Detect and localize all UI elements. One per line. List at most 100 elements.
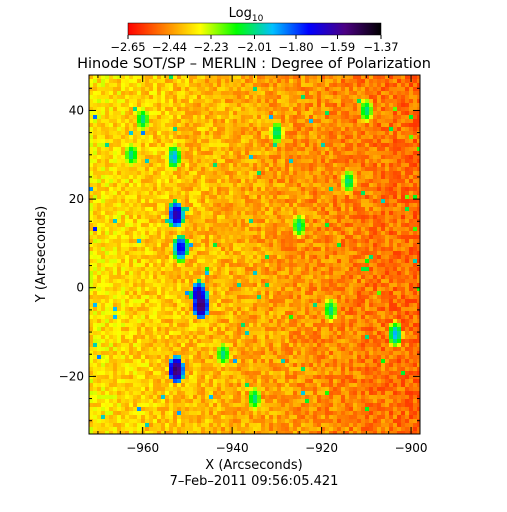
heatmap-cell [345,127,349,131]
heatmap-cell [333,135,337,139]
heatmap-cell [305,163,309,167]
heatmap-cell [229,299,233,303]
heatmap-cell [369,271,373,275]
heatmap-cell [333,311,337,315]
heatmap-cell [377,295,381,299]
heatmap-cell [237,283,241,287]
heatmap-cell [305,267,309,271]
heatmap-cell [305,135,309,139]
heatmap-cell [229,259,233,263]
heatmap-cell [129,139,133,143]
heatmap-cell [317,79,321,83]
heatmap-cell [189,139,193,143]
heatmap-cell [325,199,329,203]
heatmap-cell [197,147,201,151]
heatmap-cell [109,239,113,243]
heatmap-cell [149,271,153,275]
heatmap-cell [257,299,261,303]
heatmap-cell [401,99,405,103]
heatmap-cell [257,231,261,235]
heatmap-cell [197,211,201,215]
heatmap-cell [177,111,181,115]
heatmap-cell [225,103,229,107]
heatmap-cell [109,251,113,255]
heatmap-cell [225,171,229,175]
heatmap-cell [213,159,217,163]
heatmap-cell [193,183,197,187]
heatmap-cell [241,207,245,211]
heatmap-cell [401,127,405,131]
heatmap-cell [277,267,281,271]
heatmap-cell [205,295,209,299]
heatmap-cell [353,163,357,167]
heatmap-cell [393,231,397,235]
heatmap-cell [301,107,305,111]
heatmap-cell [157,195,161,199]
heatmap-cell [337,131,341,135]
heatmap-cell [177,211,181,215]
heatmap-cell [217,215,221,219]
heatmap-cell [241,227,245,231]
heatmap-cell [389,159,393,163]
heatmap-cell [185,147,189,151]
heatmap-cell [201,239,205,243]
heatmap-cell [245,267,249,271]
heatmap-cell [101,127,105,131]
heatmap-cell [221,195,225,199]
heatmap-cell [397,271,401,275]
heatmap-cell [105,311,109,315]
heatmap-cell [389,167,393,171]
heatmap-cell [221,247,225,251]
heatmap-cell [381,211,385,215]
heatmap-cell [237,143,241,147]
heatmap-cell [105,147,109,151]
heatmap-cell [173,255,177,259]
heatmap-cell [369,267,373,271]
heatmap-cell [185,307,189,311]
heatmap-cell [153,203,157,207]
heatmap-cell [249,259,253,263]
heatmap-cell [245,307,249,311]
heatmap-cell [365,155,369,159]
heatmap-cell [405,103,409,107]
heatmap-cell [225,179,229,183]
heatmap-cell [317,251,321,255]
heatmap-cell [161,291,165,295]
heatmap-cell [185,123,189,127]
heatmap-cell [197,287,201,291]
heatmap-cell [289,207,293,211]
heatmap-cell [201,287,205,291]
heatmap-cell [361,259,365,263]
heatmap-cell [105,139,109,143]
heatmap-cell [377,103,381,107]
heatmap-cell [221,143,225,147]
heatmap-cell [233,279,237,283]
heatmap-cell [413,159,417,163]
heatmap-cell [205,159,209,163]
heatmap-cell [193,83,197,87]
heatmap-cell [301,119,305,123]
heatmap-cell [97,171,101,175]
heatmap-cell [165,227,169,231]
heatmap-cell [201,231,205,235]
heatmap-cell [305,203,309,207]
heatmap-cell [281,199,285,203]
heatmap-cell [417,91,420,95]
heatmap-cell [129,291,133,295]
heatmap-cell [393,75,397,79]
heatmap-cell [381,175,385,179]
heatmap-cell [201,295,205,299]
heatmap-cell [113,131,117,135]
heatmap-cell [245,211,249,215]
heatmap-cell [269,99,273,103]
heatmap-cell [133,179,137,183]
heatmap-cell [105,279,109,283]
heatmap-cell [169,175,173,179]
heatmap-cell [401,91,405,95]
heatmap-cell [349,115,353,119]
heatmap-cell [237,99,241,103]
heatmap-cell [245,291,249,295]
heatmap-cell [89,151,93,155]
heatmap-cell [373,299,377,303]
heatmap-cell [177,167,181,171]
